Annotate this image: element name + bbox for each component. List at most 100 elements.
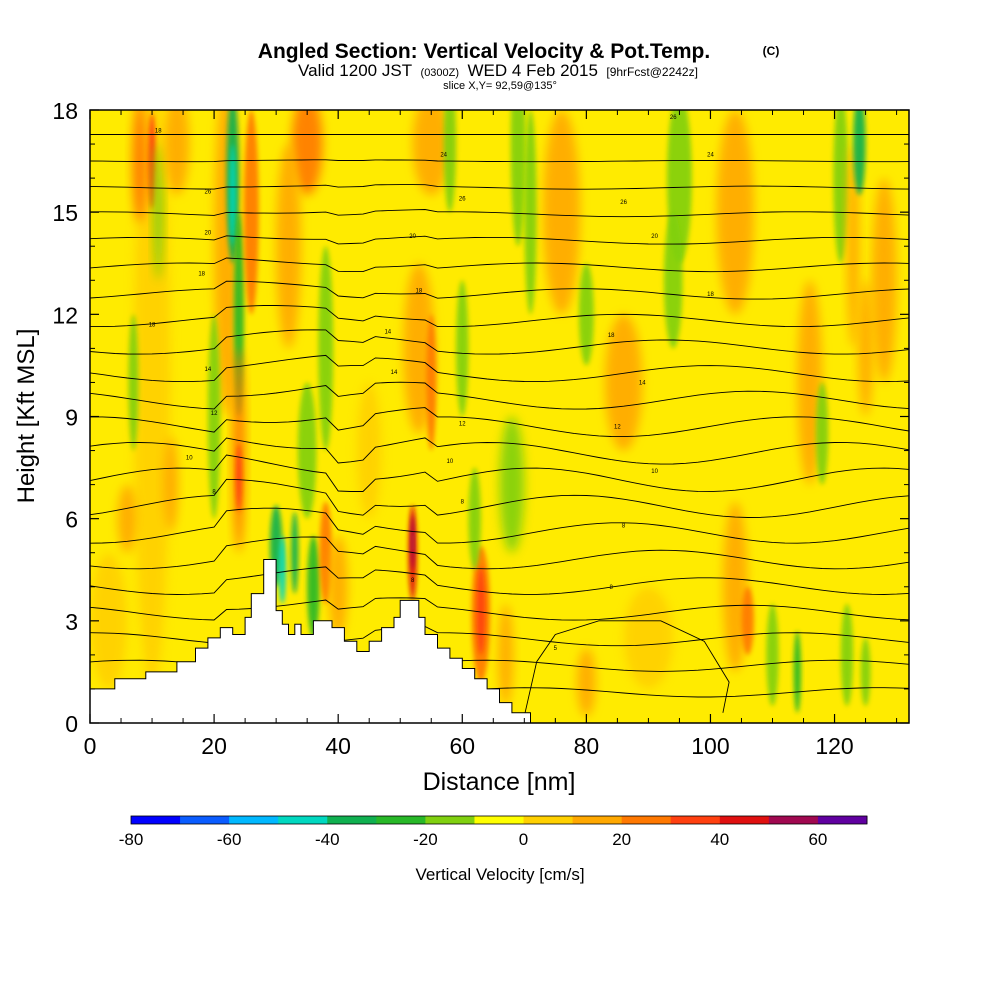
contour-label: 8 (461, 500, 465, 506)
potential-temperature-contours (90, 134, 909, 717)
velocity-cell (741, 586, 754, 655)
contour-label: 24 (707, 152, 714, 158)
velocity-cell (163, 436, 179, 533)
velocity-cell (524, 110, 537, 315)
isentrope-line (90, 209, 909, 218)
isentrope-line (90, 280, 909, 300)
y-tick-label: 0 (65, 711, 78, 737)
velocity-cell (278, 535, 287, 604)
velocity-cell (846, 144, 860, 349)
colorbar-tick-label: -40 (315, 830, 340, 849)
colorbar-tick-label: -80 (119, 830, 144, 849)
colorbar-tick-label: 40 (710, 830, 729, 849)
velocity-cell (410, 515, 415, 570)
isentrope-line (90, 407, 909, 438)
colorbar-swatch (670, 816, 721, 824)
colorbar-label: Vertical Velocity [cm/s] (415, 865, 584, 884)
axes: 0 20 40 60 80 100 120 0 3 6 9 12 15 18 (52, 98, 909, 759)
colorbar-swatch (229, 816, 279, 824)
isentrope-line (90, 536, 909, 570)
terrain-profile (90, 559, 909, 723)
y-axis-label: Height [Kft MSL] (13, 329, 40, 504)
contour-label: 12 (211, 411, 218, 417)
contour-label: 12 (459, 421, 466, 427)
contour-label: 5 (554, 646, 558, 652)
isentrope-line (90, 381, 909, 410)
velocity-cell (291, 511, 299, 594)
velocity-cell (577, 648, 596, 717)
velocity-cell (426, 314, 437, 451)
isentrope-line (90, 159, 909, 163)
velocity-cell (328, 535, 348, 638)
contour-label: 20 (651, 234, 658, 240)
contour-label: 26 (205, 190, 212, 196)
velocity-cell (276, 144, 301, 349)
isentrope-line (90, 184, 909, 190)
y-tick-label: 12 (52, 302, 78, 328)
contour-label: 18 (707, 292, 714, 298)
velocity-cell (871, 178, 897, 383)
isentrope-line (90, 437, 909, 465)
contour-label: 8 (411, 578, 415, 584)
isentrope-line (90, 235, 909, 245)
velocity-cell (412, 110, 450, 196)
contour-label: 8 (610, 585, 614, 591)
contour-label: 18 (155, 128, 162, 134)
isentrope-line (90, 597, 909, 621)
velocity-cell (853, 110, 866, 196)
colorbar-tick-label: 60 (808, 830, 827, 849)
velocity-cell (291, 110, 323, 196)
velocity-cell (318, 246, 334, 451)
contour-label: 14 (639, 380, 646, 386)
x-tick-label: 120 (815, 733, 853, 759)
velocity-cell (793, 631, 802, 713)
chart-title: Angled Section: Vertical Velocity & Pot.… (258, 40, 710, 63)
y-tick-label: 15 (52, 200, 78, 226)
contour-label: 12 (614, 425, 621, 431)
velocity-cell (840, 603, 854, 706)
velocity-cell (153, 144, 164, 281)
x-tick-label: 40 (325, 733, 351, 759)
isentrope-line (90, 329, 909, 355)
contour-label: 18 (608, 333, 615, 339)
velocity-cell (476, 566, 486, 655)
contour-label: 8 (212, 489, 216, 495)
velocity-cell (578, 263, 594, 366)
contour-label: 14 (205, 367, 212, 373)
colorbar-swatch (278, 816, 328, 824)
x-tick-label: 100 (691, 733, 729, 759)
velocity-cell (663, 212, 683, 349)
velocity-cell (716, 110, 754, 315)
y-tick-label: 18 (52, 98, 78, 124)
contour-label: 26 (670, 115, 677, 121)
colorbar-swatch (523, 816, 574, 824)
colorbar-swatch (719, 816, 770, 824)
colorbar-swatch (817, 816, 868, 824)
velocity-cell (833, 110, 849, 264)
velocity-cell (542, 110, 581, 315)
isentrope-line (90, 257, 909, 273)
velocity-cell (623, 586, 674, 689)
velocity-cell (499, 416, 525, 553)
velocity-cell (128, 314, 139, 451)
colorbar-swatch (327, 816, 377, 824)
velocity-cell (766, 603, 779, 706)
contour-label: 26 (620, 200, 627, 206)
velocity-cell (356, 382, 382, 519)
colorbar-tick-label: 20 (612, 830, 631, 849)
velocity-cell (468, 467, 481, 570)
velocity-cell (860, 637, 871, 706)
chart-subtitle: Valid 1200 JST (0300Z) WED 4 Feb 2015 [9… (298, 61, 698, 80)
subtitle-utc: (0300Z) (421, 67, 460, 79)
x-tick-label: 80 (574, 733, 600, 759)
contour-label: 14 (384, 329, 391, 335)
velocity-cell (117, 484, 137, 553)
colorbar-swatch (180, 816, 230, 824)
x-tick-label: 20 (201, 733, 227, 759)
velocity-cell (498, 603, 514, 706)
contour-label: 18 (198, 271, 205, 277)
isentrope-line (90, 507, 909, 544)
subtitle-forecast: [9hrFcst@2242z] (606, 65, 698, 79)
contour-label: 20 (205, 231, 212, 237)
velocity-cell (207, 314, 221, 519)
